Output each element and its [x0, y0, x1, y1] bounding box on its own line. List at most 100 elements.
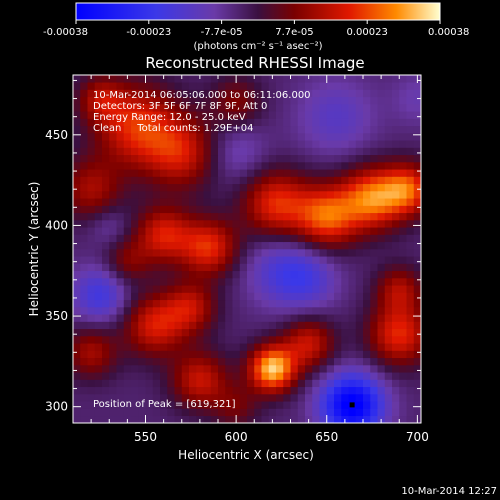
heatmap-cell	[109, 386, 117, 395]
heatmap-cell	[363, 357, 371, 366]
heatmap-cell	[312, 307, 320, 315]
heatmap-cell	[239, 133, 248, 141]
heatmap-cell	[196, 343, 204, 351]
heatmap-cell	[160, 118, 168, 127]
heatmap-cell	[297, 227, 306, 235]
heatmap-cell	[406, 205, 415, 214]
heatmap-cell	[254, 350, 262, 359]
heatmap-cell	[203, 241, 212, 250]
heatmap-cell	[73, 285, 81, 293]
heatmap-cell	[290, 147, 299, 156]
heatmap-cell	[123, 183, 132, 192]
heatmap-cell	[239, 111, 248, 119]
heatmap-cell	[73, 147, 81, 156]
colorbar	[75, 2, 441, 21]
heatmap-cell	[145, 198, 154, 206]
heatmap-cell	[218, 249, 226, 257]
heatmap-cell	[247, 133, 255, 141]
heatmap-cell	[363, 133, 371, 141]
heatmap-cell	[319, 321, 328, 330]
heatmap-cell	[145, 234, 154, 243]
heatmap-cell	[399, 220, 407, 228]
heatmap-cell	[239, 89, 248, 98]
heatmap-cell	[189, 270, 197, 279]
heatmap-cell	[319, 328, 328, 337]
heatmap-cell	[247, 154, 255, 163]
heatmap-cell	[210, 82, 219, 90]
heatmap-cell	[312, 394, 320, 402]
heatmap-cell	[305, 169, 313, 177]
heatmap-cell	[210, 336, 219, 344]
heatmap-cell	[102, 241, 110, 250]
heatmap-cell	[341, 183, 349, 192]
heatmap-cell	[203, 307, 212, 315]
heatmap-cell	[102, 401, 110, 409]
heatmap-cell	[348, 336, 357, 344]
heatmap-cell	[312, 408, 320, 417]
heatmap-cell	[189, 328, 197, 337]
heatmap-cell	[334, 372, 342, 380]
heatmap-cell	[413, 82, 422, 90]
heatmap-cell	[370, 415, 378, 424]
heatmap-cell	[218, 256, 226, 264]
heatmap-cell	[312, 314, 320, 322]
heatmap-cell	[297, 314, 306, 322]
heatmap-cell	[80, 147, 88, 156]
heatmap	[73, 75, 422, 424]
heatmap-cell	[341, 299, 349, 308]
heatmap-cell	[152, 205, 161, 214]
heatmap-cell	[160, 285, 168, 293]
heatmap-cell	[196, 249, 204, 257]
heatmap-cell	[232, 394, 241, 402]
heatmap-cell	[392, 365, 400, 373]
heatmap-cell	[283, 125, 291, 134]
heatmap-cell	[399, 154, 407, 163]
heatmap-cell	[109, 241, 117, 250]
heatmap-cell	[355, 162, 364, 170]
heatmap-cell	[131, 365, 139, 373]
heatmap-cell	[232, 191, 241, 199]
heatmap-cell	[254, 147, 262, 156]
heatmap-cell	[116, 162, 125, 170]
heatmap-cell	[283, 328, 291, 337]
heatmap-cell	[131, 183, 139, 192]
heatmap-cell	[160, 183, 168, 192]
heatmap-cell	[225, 249, 233, 257]
heatmap-cell	[189, 365, 197, 373]
heatmap-cell	[326, 176, 335, 185]
heatmap-cell	[355, 118, 364, 127]
heatmap-cell	[334, 89, 342, 98]
heatmap-cell	[363, 321, 371, 330]
heatmap-cell	[239, 401, 248, 409]
heatmap-cell	[290, 379, 299, 388]
heatmap-cell	[181, 350, 190, 359]
heatmap-cell	[326, 343, 335, 351]
heatmap-cell	[87, 191, 96, 199]
heatmap-cell	[210, 118, 219, 127]
heatmap-cell	[210, 386, 219, 395]
heatmap-cell	[210, 183, 219, 192]
heatmap-cell	[174, 278, 183, 286]
heatmap-cell	[123, 140, 132, 148]
heatmap-cell	[283, 408, 291, 417]
heatmap-cell	[181, 169, 190, 177]
heatmap-cell	[203, 176, 212, 185]
heatmap-cell	[399, 241, 407, 250]
heatmap-cell	[326, 162, 335, 170]
heatmap-cell	[218, 321, 226, 330]
heatmap-cell	[341, 133, 349, 141]
peak-marker	[349, 402, 355, 408]
heatmap-cell	[210, 321, 219, 330]
heatmap-cell	[196, 147, 204, 156]
heatmap-cell	[384, 176, 393, 185]
heatmap-cell	[80, 379, 88, 388]
heatmap-cell	[196, 386, 204, 395]
heatmap-cell	[174, 401, 183, 409]
heatmap-cell	[196, 278, 204, 286]
heatmap-cell	[297, 212, 306, 221]
heatmap-cell	[102, 89, 110, 98]
heatmap-cell	[290, 104, 299, 112]
heatmap-cell	[174, 205, 183, 214]
heatmap-cell	[355, 140, 364, 148]
heatmap-cell	[377, 401, 386, 409]
